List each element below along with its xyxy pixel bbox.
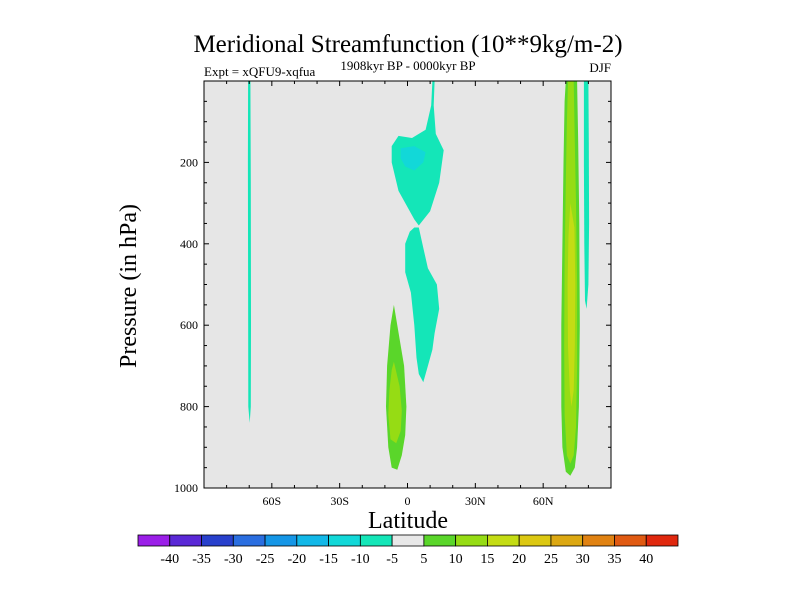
colorbar-box (359, 534, 393, 547)
season-label: DJF (589, 60, 611, 75)
colorbar-label: -5 (386, 552, 398, 567)
colorbar-label: -10 (351, 552, 370, 567)
colorbar-label: 35 (607, 552, 621, 567)
contour-nh-midlat-inner-core (567, 203, 576, 407)
x-tick-label: 60S (262, 494, 281, 508)
chart-title: Meridional Streamfunction (10**9kg/m-2) (193, 31, 622, 58)
contour-sh-polar-negative-band (247, 81, 251, 423)
colorbar-box (264, 534, 298, 547)
colorbar-box (328, 534, 361, 547)
colorbar-label: 20 (512, 552, 526, 567)
contour-tropical-upper-core (400, 146, 426, 171)
colorbar-label: -25 (256, 552, 275, 567)
colorbar-box (232, 534, 266, 547)
colorbar-box (137, 534, 171, 547)
x-tick-label: 60N (533, 494, 554, 508)
colorbar-label: -40 (160, 552, 179, 567)
x-tick-label: 30S (330, 494, 349, 508)
contour-tropical-lower-positive-core (388, 361, 402, 444)
colorbar: -40 -35 -30 -25 -20 -15 -10 -5 5 10 15 20 25 30 35 40 (137, 534, 679, 567)
contour-tropical-mid-negative-cell (405, 227, 440, 383)
colorbar-box (645, 534, 679, 547)
colorbar-box (391, 534, 425, 547)
colorbar-label: -35 (192, 552, 211, 567)
colorbar-box (455, 534, 488, 547)
y-tick-label: 800 (180, 400, 198, 414)
colorbar-label: 25 (544, 552, 558, 567)
colorbar-box (201, 534, 234, 547)
colorbar-box (582, 534, 615, 547)
colorbar-label: 40 (639, 552, 653, 567)
y-tick-label: 600 (180, 318, 198, 332)
colorbar-box (550, 534, 584, 547)
colorbar-label: 5 (420, 552, 427, 567)
tick-layer: 60S 30S 0 30N 60N 200 400 600 800 1000 (174, 81, 611, 508)
colorbar-label: 15 (480, 552, 494, 567)
colorbar-box (518, 534, 552, 547)
colorbar-label: -30 (224, 552, 243, 567)
y-tick-label: 1000 (174, 481, 198, 495)
colorbar-box (169, 534, 202, 547)
experiment-label: Expt = xQFU9-xqfua (204, 64, 316, 79)
colorbar-box (296, 534, 329, 547)
contour-nh-polar-negative-band (583, 81, 590, 309)
period-label: 1908kyr BP - 0000kyr BP (340, 58, 475, 73)
colorbar-box (423, 534, 457, 547)
colorbar-box (614, 534, 647, 547)
colorbar-box (487, 534, 520, 547)
x-axis-title: Latitude (368, 508, 448, 534)
colorbar-label: -20 (287, 552, 306, 567)
colorbar-label: -15 (319, 552, 338, 567)
y-axis-title: Pressure (in hPa) (116, 204, 142, 368)
colorbar-label: 10 (449, 552, 463, 567)
x-tick-label: 0 (405, 494, 411, 508)
y-tick-label: 400 (180, 237, 198, 251)
y-tick-label: 200 (180, 155, 198, 169)
x-tick-label: 30N (465, 494, 486, 508)
colorbar-label: 30 (576, 552, 590, 567)
contour-layer (247, 81, 590, 476)
